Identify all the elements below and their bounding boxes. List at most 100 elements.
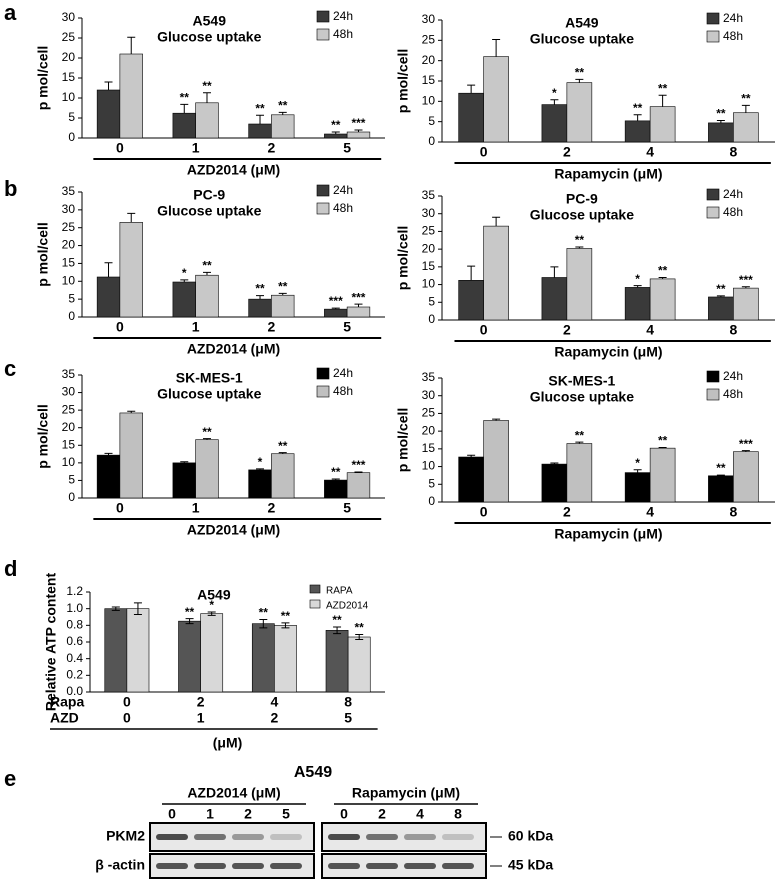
legend-label: AZD2014 — [326, 601, 369, 612]
error-bar — [575, 441, 584, 444]
band — [366, 834, 398, 840]
size-label: 45 kDa — [508, 857, 553, 873]
lane-label: 2 — [378, 806, 386, 822]
chart-title: A549 — [193, 13, 227, 29]
bar — [566, 248, 593, 321]
bar — [119, 53, 143, 139]
bar — [346, 306, 371, 318]
y-tick-label: 30 — [422, 388, 436, 402]
chart-subtitle: Glucose uptake — [530, 31, 634, 47]
y-tick-label: 0 — [428, 134, 435, 148]
x-tick-label: 4 — [646, 504, 654, 520]
error-bar — [716, 295, 725, 297]
y-tick-label: 25 — [422, 406, 436, 420]
chart-title: SK-MES-1 — [548, 373, 615, 389]
y-tick-label: 0 — [428, 312, 435, 326]
y-tick-label: 30 — [422, 12, 436, 26]
band — [156, 863, 188, 869]
error-bar — [741, 286, 750, 289]
significance: *** — [329, 294, 343, 308]
error-bar — [127, 410, 136, 413]
y-tick-label: 20 — [62, 238, 76, 252]
significance: *** — [351, 458, 365, 472]
error-bar — [467, 454, 476, 458]
y-tick-label: 5 — [428, 476, 435, 490]
significance: ** — [716, 461, 726, 475]
bar — [649, 447, 676, 503]
y-tick-label: 30 — [62, 10, 76, 24]
panel-label: d — [4, 556, 17, 581]
legend-label: 48h — [723, 387, 743, 401]
y-tick-label: 20 — [422, 53, 436, 67]
x-tick-label: 1 — [192, 319, 200, 335]
legend-label: 24h — [723, 187, 743, 201]
error-bar — [658, 276, 667, 279]
band — [404, 834, 436, 840]
y-tick-label: 15 — [62, 70, 76, 84]
y-tick-label: 10 — [62, 273, 76, 287]
chart-subtitle: Glucose uptake — [530, 207, 634, 223]
bar — [483, 56, 509, 143]
band — [442, 863, 474, 869]
error-bar — [658, 446, 667, 449]
x-axis-label: (μM) — [213, 735, 243, 751]
x-axis-label: AZD2014 (μM) — [187, 522, 280, 538]
y-tick-label: 0.4 — [66, 651, 83, 665]
y-tick-label: 5 — [428, 114, 435, 128]
significance: ** — [278, 280, 288, 294]
x-tick-label: 1 — [192, 140, 200, 156]
x-tick-label: 5 — [343, 500, 351, 516]
y-tick-label: 25 — [422, 224, 436, 238]
significance: ** — [741, 92, 751, 106]
error-bar — [550, 99, 559, 105]
bar — [172, 281, 196, 318]
y-tick-label: 1.0 — [66, 601, 83, 615]
significance: *** — [351, 290, 365, 304]
chart-subtitle: Glucose uptake — [157, 29, 261, 45]
significance: * — [209, 598, 214, 612]
size-label: 60 kDa — [508, 828, 553, 844]
error-bar — [492, 216, 501, 227]
y-tick-label: 0.0 — [66, 684, 83, 698]
y-tick-label: 10 — [62, 455, 76, 469]
significance: ** — [716, 282, 726, 296]
significance: ** — [658, 434, 668, 448]
y-tick-label: 0 — [428, 494, 435, 508]
y-tick-label: 25 — [62, 402, 76, 416]
x-tick-label: 2 — [267, 319, 275, 335]
error-bar — [575, 246, 584, 249]
error-bar — [180, 103, 189, 114]
y-tick-label: 30 — [422, 206, 436, 220]
legend-swatch — [706, 370, 720, 383]
significance: ** — [202, 259, 212, 273]
error-bar — [354, 129, 363, 132]
error-bar — [281, 622, 290, 629]
y-tick-label: 0 — [68, 490, 75, 504]
error-bar — [633, 114, 642, 121]
significance: *** — [739, 437, 753, 451]
x-tick-label: 8 — [729, 504, 737, 520]
x-tick-label: 4 — [270, 694, 278, 710]
y-tick-label: 10 — [422, 277, 436, 291]
bar — [541, 277, 568, 321]
y-tick-label: 15 — [422, 259, 436, 273]
legend-swatch — [309, 599, 321, 609]
bar — [624, 120, 651, 143]
error-bar — [133, 602, 142, 615]
error-bar — [202, 438, 211, 440]
error-bar — [331, 307, 340, 310]
x-tick-label: 2 — [267, 140, 275, 156]
significance: ** — [202, 425, 212, 439]
bar — [119, 412, 143, 499]
error-bar — [278, 292, 287, 296]
y-axis-label: p mol/cell — [395, 408, 411, 473]
bar — [200, 613, 224, 693]
y-tick-label: 5 — [68, 291, 75, 305]
error-bar — [331, 478, 340, 481]
x-tick-label: 5 — [343, 140, 351, 156]
panel-label: e — [4, 766, 16, 791]
legend-swatch — [316, 202, 330, 215]
error-bar — [331, 131, 340, 134]
y-tick-label: 0.6 — [66, 634, 83, 648]
bar — [195, 274, 219, 318]
